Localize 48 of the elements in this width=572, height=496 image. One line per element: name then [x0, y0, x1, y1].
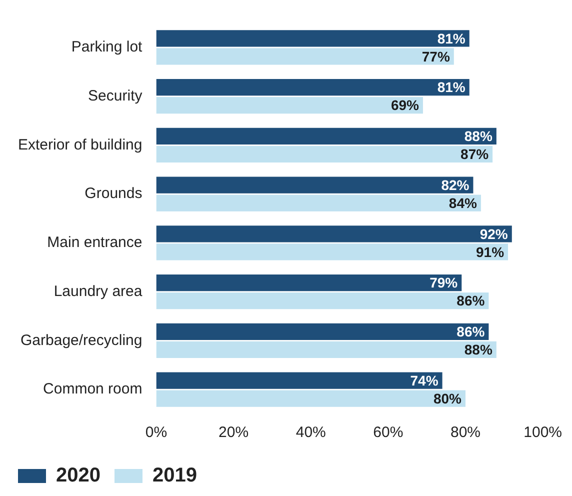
data-label: 92% — [480, 226, 508, 242]
data-label: 69% — [390, 97, 420, 114]
data-label: 81% — [437, 30, 466, 46]
bar — [156, 323, 489, 340]
y-tick-label: Parking lot — [71, 38, 144, 56]
x-tick-label: 80% — [450, 424, 481, 442]
bar — [156, 372, 442, 389]
bar — [156, 274, 462, 292]
legend-label: 2020 — [56, 464, 100, 487]
bar — [156, 128, 496, 144]
x-tick-label: 100% — [524, 424, 562, 442]
data-label: 84% — [448, 194, 478, 211]
bar — [156, 194, 481, 212]
data-label: 86% — [456, 324, 486, 340]
y-tick-label: Main entrance — [47, 234, 142, 252]
legend-label: 2019 — [152, 464, 197, 487]
bar — [156, 48, 454, 65]
data-label: 79% — [430, 274, 458, 291]
bar — [156, 244, 508, 260]
x-tick-label: 60% — [373, 424, 404, 442]
data-label: 87% — [460, 146, 490, 162]
bar — [156, 390, 466, 407]
data-label: 88% — [464, 342, 493, 358]
bar — [156, 226, 512, 242]
data-label: 80% — [433, 390, 462, 406]
data-label: 82% — [441, 176, 470, 193]
bar — [156, 97, 423, 114]
y-tick-label: Laundry area — [54, 282, 143, 300]
bar — [156, 78, 470, 96]
y-tick-label: Exterior of building — [18, 136, 142, 154]
data-label: 88% — [464, 128, 493, 144]
data-label: 86% — [456, 292, 486, 309]
x-tick-label: 0% — [145, 424, 168, 442]
data-label: 77% — [422, 48, 450, 64]
y-tick-label: Grounds — [84, 185, 142, 202]
data-label: 91% — [476, 244, 505, 260]
x-tick-label: 20% — [218, 424, 249, 442]
data-label: 74% — [410, 372, 439, 388]
x-tick-label: 40% — [296, 424, 326, 442]
y-tick-label: Security — [88, 87, 143, 104]
y-tick-label: Garbage/recycling — [20, 332, 142, 349]
y-tick-label: Common room — [43, 380, 142, 398]
bar — [156, 30, 470, 47]
data-label: 81% — [437, 79, 466, 96]
bar — [156, 146, 493, 163]
bar — [156, 292, 489, 310]
bar — [156, 341, 496, 358]
bar — [156, 176, 474, 194]
